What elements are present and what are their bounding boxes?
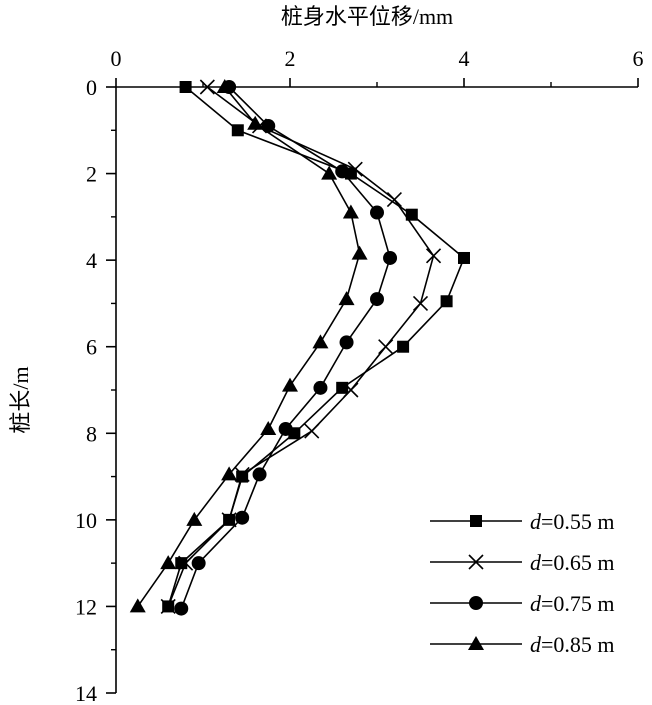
triangle-marker [221,466,238,481]
triangle-marker [160,555,177,570]
cross-marker [304,423,320,439]
legend-label: d=0.55 m [530,509,615,534]
square-marker [179,81,192,93]
legend-value: =0.65 m [541,550,615,575]
y-tick-label: 6 [86,335,97,360]
y-tick-label: 8 [86,421,97,446]
x-tick-label: 0 [111,46,122,71]
circle-marker [261,118,276,133]
square-marker [470,515,482,527]
circle-marker [370,205,384,220]
triangle-marker [129,598,146,613]
legend-value: =0.75 m [541,591,615,616]
legend-variable: d [530,550,542,575]
series-3 [174,80,398,616]
cross-stroke [199,79,215,95]
legend-item: d=0.55 m [430,509,615,534]
axes: 0 2 4 6 0 2 4 6 8 10 12 14 [75,46,644,705]
cross-marker [378,339,394,355]
legend-item: d=0.85 m [430,632,615,657]
series-layer [129,79,470,616]
square-marker [458,251,470,264]
legend-value: =0.85 m [541,632,615,657]
legend-item: d=0.65 m [430,550,615,575]
cross-stroke [425,248,442,264]
cross-marker [347,161,363,177]
legend-variable: d [530,509,542,534]
legend: d=0.55 md=0.65 md=0.75 md=0.85 m [430,509,615,657]
y-axis-title: 桩长/m [8,366,33,433]
cross-marker [343,382,359,398]
cross-stroke [178,555,194,571]
cross-stroke [468,554,484,570]
y-tick-label: 10 [75,508,97,533]
triangle-marker [468,636,484,650]
cross-marker [425,248,442,264]
cross-stroke [412,295,429,311]
series-line [167,86,435,607]
legend-variable: d [530,591,542,616]
cross-stroke [386,191,402,208]
circle-marker [335,164,350,179]
series-2 [160,79,442,614]
cross-stroke [234,466,250,482]
x-axis-title: 桩身水平位移/mm [281,4,453,29]
circle-marker [339,335,354,350]
circle-marker [191,556,206,571]
y-tick-label: 12 [75,594,97,619]
cross-marker [160,598,176,614]
triangle-marker [282,377,298,392]
legend-item: d=0.75 m [430,591,615,616]
legend-label: d=0.85 m [530,632,615,657]
x-tick-label: 6 [633,46,644,71]
square-marker [397,340,410,353]
circle-marker [370,292,384,307]
triangle-marker [186,511,203,526]
legend-value: =0.55 m [541,509,615,534]
series-4 [129,79,368,613]
cross-stroke [304,423,320,439]
cross-marker [234,466,250,482]
square-marker [405,208,418,221]
triangle-marker [216,79,233,93]
circle-marker [278,421,293,436]
triangle-marker [342,204,359,219]
y-tick-label: 2 [86,162,97,187]
square-marker [440,295,453,308]
y-tick-label: 4 [86,248,97,273]
triangle-marker [247,115,264,130]
x-tick-label: 2 [285,46,296,71]
triangle-marker [321,165,338,180]
circle-marker [252,467,267,482]
cross-marker [221,512,237,528]
circle-marker [235,510,250,525]
square-marker [231,124,244,137]
triangle-marker [338,291,355,306]
cross-marker [199,79,215,95]
cross-stroke [160,598,176,614]
x-tick-label: 4 [459,46,470,71]
triangle-marker [260,420,277,435]
legend-variable: d [530,632,542,657]
circle-marker [383,250,398,265]
cross-marker [386,191,402,208]
square-marker [336,381,349,394]
circle-marker [313,380,328,395]
cross-stroke [343,382,359,398]
circle-marker [174,601,189,616]
cross-marker [178,555,194,571]
legend-label: d=0.75 m [530,591,615,616]
cross-stroke [221,512,237,528]
triangle-marker [312,334,329,349]
cross-stroke [347,161,363,177]
cross-marker [468,554,484,570]
y-tick-label: 0 [86,75,97,100]
triangle-marker [351,245,368,260]
cross-marker [412,295,429,311]
legend-label: d=0.65 m [530,550,615,575]
cross-stroke [378,339,394,355]
circle-marker [469,596,483,610]
y-tick-label: 14 [75,681,97,705]
